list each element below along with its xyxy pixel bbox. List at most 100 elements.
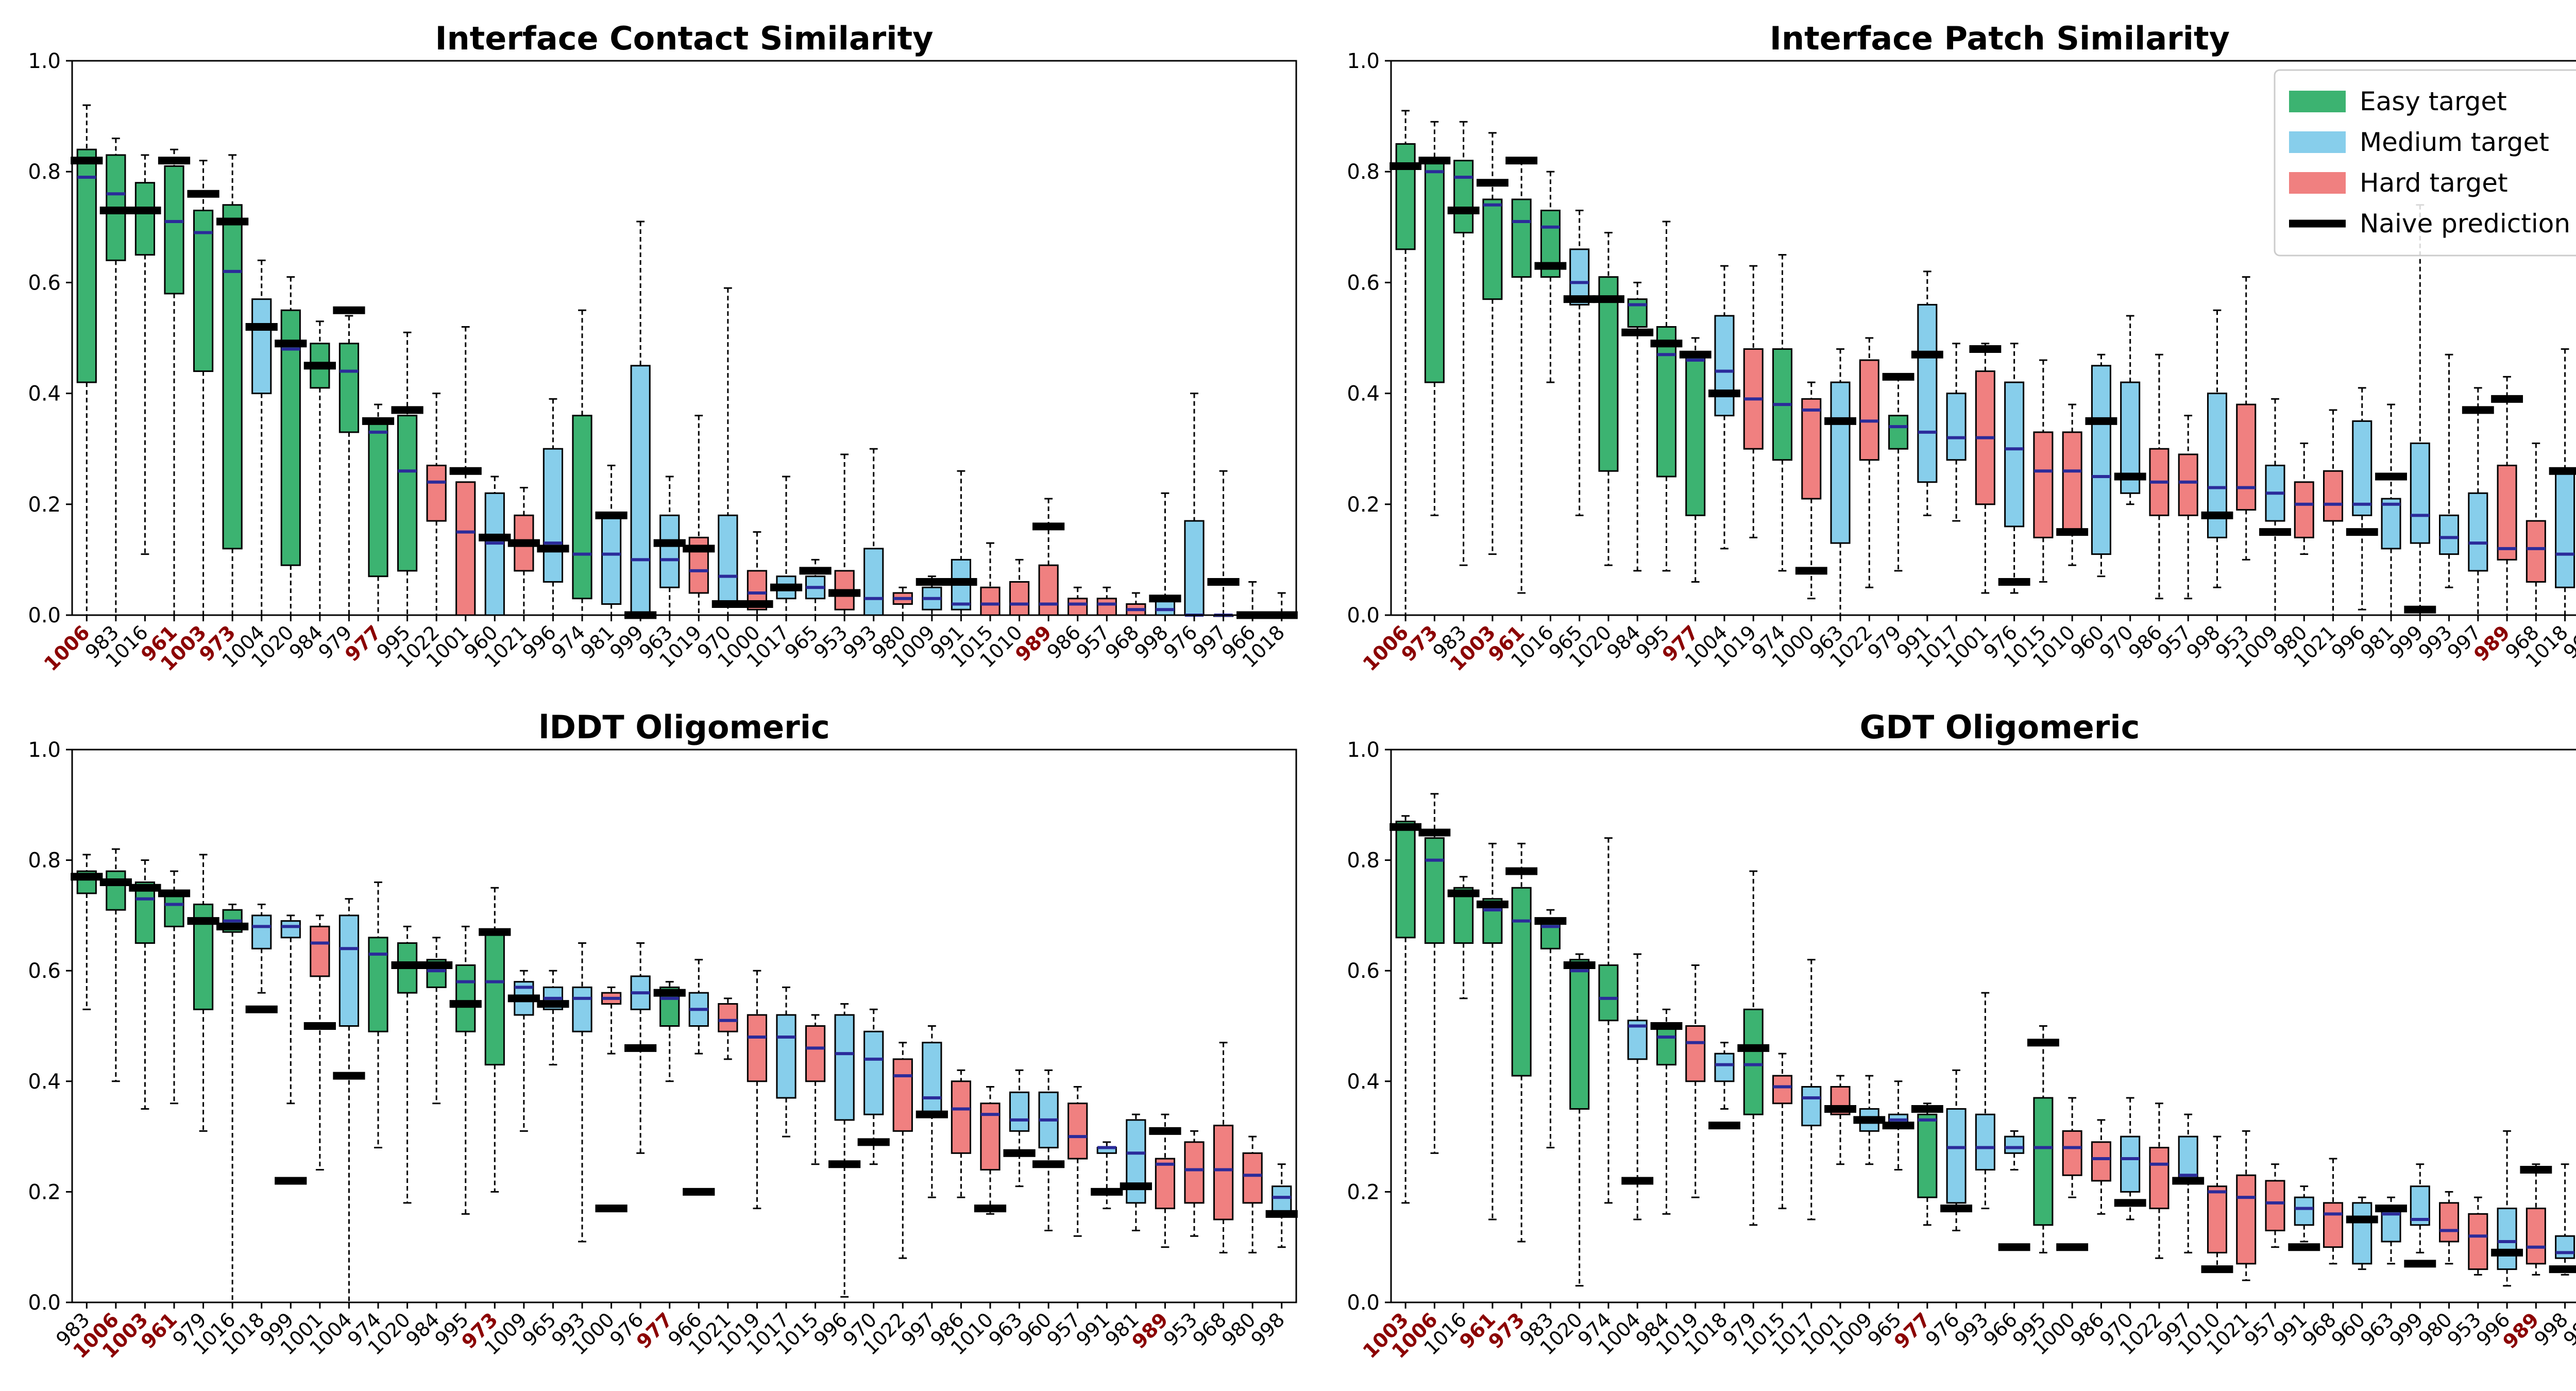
box-iqr — [134, 881, 156, 944]
box-970 — [2114, 315, 2146, 505]
box-1016 — [1534, 171, 1567, 383]
y-tick-label: 1.0 — [1347, 49, 1380, 73]
legend-label-naive: Naive prediction — [2360, 209, 2570, 239]
box-977 — [362, 403, 395, 616]
box-1021 — [2323, 409, 2344, 616]
box-iqr — [2439, 514, 2460, 555]
box-957 — [1096, 586, 1117, 616]
box-966 — [1236, 581, 1269, 619]
box-iqr — [1272, 1185, 1292, 1215]
box-iqr — [863, 1030, 884, 1115]
box-iqr — [572, 415, 592, 600]
chart-title: Interface Patch Similarity — [1770, 20, 2230, 57]
box-973 — [1505, 842, 1538, 1243]
box-1022 — [1859, 337, 1879, 588]
box-iqr — [2265, 1180, 2285, 1232]
box-1001 — [1824, 1075, 1857, 1165]
box-973 — [1418, 121, 1451, 516]
box-1022 — [892, 1042, 913, 1259]
box-iqr — [1772, 1075, 1793, 1105]
box-996 — [828, 1003, 861, 1298]
y-tick-label: 0.2 — [1347, 493, 1380, 517]
box-961 — [1505, 157, 1538, 594]
box-970 — [2114, 1097, 2146, 1220]
box-iqr — [2439, 1202, 2460, 1243]
box-iqr — [2555, 1235, 2575, 1259]
box-997 — [2172, 1113, 2205, 1253]
box-iqr — [280, 920, 301, 939]
box-iqr — [280, 309, 301, 566]
y-tick-label: 0.6 — [28, 959, 61, 983]
box-1017 — [776, 986, 796, 1138]
chart-title: Interface Contact Similarity — [435, 20, 933, 57]
box-1015 — [980, 542, 1001, 616]
box-iqr — [1009, 581, 1030, 616]
box-iqr — [164, 892, 184, 927]
box-961 — [1476, 842, 1509, 1220]
box-953 — [2468, 1196, 2488, 1276]
box-1006 — [1418, 793, 1451, 1154]
legend-swatch-medium — [2289, 131, 2346, 153]
box-iqr — [484, 931, 505, 1066]
box-974 — [1772, 254, 1793, 572]
box-iqr — [1096, 598, 1117, 616]
box-iqr — [2120, 1135, 2141, 1193]
box-iqr — [1395, 820, 1416, 939]
box-iqr — [338, 343, 360, 433]
box-1006 — [99, 848, 132, 1082]
box-iqr — [1424, 837, 1445, 944]
legend-frame — [2274, 69, 2576, 257]
box-iqr — [2033, 431, 2054, 538]
box-iqr — [980, 586, 1001, 616]
plot-frame — [1390, 749, 2576, 1303]
box-iqr — [2236, 403, 2257, 511]
box-983 — [99, 138, 132, 616]
box-980 — [892, 586, 913, 616]
box-996 — [537, 398, 569, 616]
box-1021 — [718, 997, 738, 1060]
box-997 — [1207, 470, 1240, 617]
box-980 — [2294, 442, 2314, 555]
box-iqr — [1685, 1025, 1706, 1082]
box-1022 — [2149, 1102, 2170, 1259]
box-995 — [1650, 220, 1683, 572]
y-tick-label: 0.8 — [28, 160, 61, 184]
box-iqr — [1598, 276, 1619, 472]
box-976 — [1940, 1069, 1973, 1232]
box-1016 — [129, 154, 161, 555]
box-968 — [2526, 442, 2546, 616]
box-iqr — [572, 986, 592, 1032]
box-1021 — [507, 487, 540, 616]
box-iqr — [1213, 1125, 1234, 1220]
panel-interface-patch-similarity: Interface Patch Similarity 0.0 0.2 0.4 0.6 0.… — [1347, 20, 2576, 675]
box-1010 — [2056, 403, 2089, 566]
box-1018 — [1708, 1042, 1740, 1130]
box-1015 — [805, 1014, 826, 1165]
box-996 — [2491, 1130, 2523, 1287]
box-998 — [2549, 1163, 2576, 1276]
box-984 — [420, 937, 453, 1105]
box-1006 — [1389, 110, 1422, 616]
box-iqr — [1569, 959, 1590, 1110]
box-iqr — [2149, 1147, 2170, 1210]
box-iqr — [455, 481, 476, 616]
box-989 — [2520, 1163, 2552, 1276]
box-981 — [2375, 403, 2407, 616]
box-983 — [1534, 909, 1567, 1149]
box-iqr — [834, 1014, 855, 1121]
box-984 — [1621, 281, 1654, 572]
box-iqr — [2062, 1130, 2082, 1176]
box-iqr — [805, 1025, 826, 1082]
box-iqr — [2497, 464, 2517, 561]
box-iqr — [2526, 520, 2546, 583]
box-995 — [2027, 1025, 2059, 1253]
box-iqr — [1511, 198, 1532, 278]
box-963 — [1824, 348, 1857, 616]
panel-lddt-oligomeric: lDDT Oligomeric0.00.20.40.60.81.09831006… — [28, 708, 1298, 1363]
box-1001 — [303, 914, 336, 1171]
y-tick-label: 0.4 — [1347, 382, 1380, 406]
box-995 — [449, 925, 482, 1215]
box-1015 — [2033, 359, 2054, 583]
box-963 — [653, 476, 686, 616]
box-iqr — [1511, 887, 1532, 1077]
